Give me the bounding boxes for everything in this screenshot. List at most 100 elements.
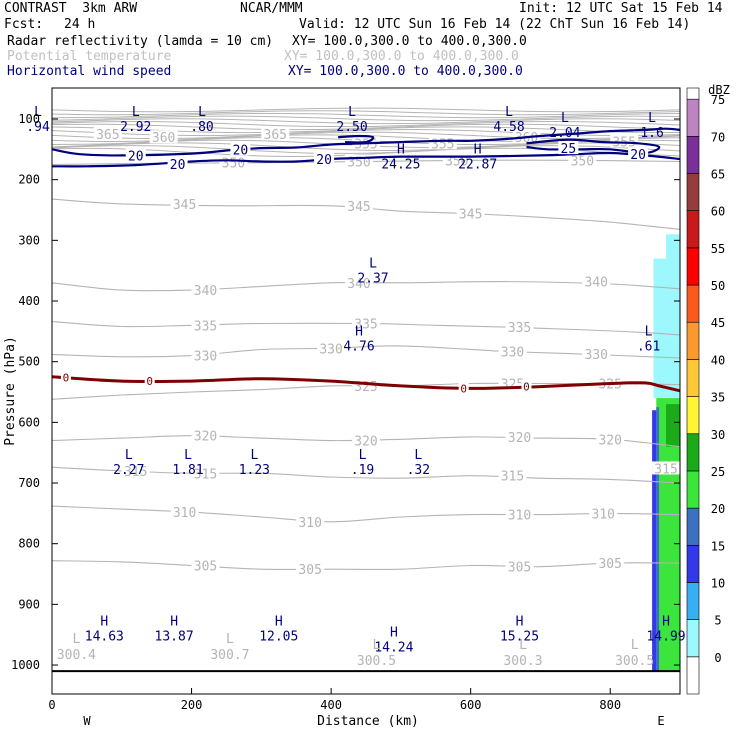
zero-label-bg: [60, 371, 71, 383]
wind-low-marker: L: [132, 105, 140, 120]
theta-label-320-bg: [352, 433, 380, 447]
org-label: NCAR/MMM: [240, 1, 303, 16]
wind-contour-label-bg: [125, 148, 146, 162]
colorbar-swatch: [686, 136, 700, 174]
field3-name: Horizontal wind speed: [7, 64, 172, 79]
theta-label-315: 315: [654, 462, 677, 477]
wind-extremum-value: .19: [351, 463, 374, 478]
theta-label-350-bg: [219, 155, 248, 169]
field2-xy: XY= 100.0,300.0 to 400.0,300.0: [284, 49, 519, 64]
x-tick-label: 800: [599, 698, 621, 712]
colorbar-level-label: 5: [714, 614, 721, 628]
theta-contour-345: [52, 198, 680, 230]
colorbar-swatch: [686, 619, 700, 658]
wind-extremum-value: .61: [637, 340, 660, 355]
fcst-label: Fcst:: [4, 17, 44, 32]
x-tick-label: 400: [320, 698, 342, 712]
west-label: W: [83, 714, 91, 728]
wind-high-marker: H: [100, 615, 108, 630]
theta-extremum-value: 300.4: [57, 648, 96, 663]
theta-label-345-bg: [456, 206, 485, 220]
wind-low-marker: L: [34, 105, 42, 120]
wind-extremum-value: 2.50: [336, 120, 367, 135]
theta-label-350: 350: [445, 154, 468, 169]
wind-low-marker: L: [198, 105, 206, 120]
colorbar-level-label: 30: [711, 428, 725, 442]
x-tick-label: 200: [181, 698, 203, 712]
wind-low-marker: L: [648, 111, 656, 126]
theta-extremum-value: 300.7: [210, 648, 249, 663]
theta-label-335-bg: [505, 320, 534, 334]
theta-upper-line: [52, 107, 680, 113]
y-tick-label: 300: [18, 233, 40, 247]
reflectivity-cell: [652, 410, 657, 672]
theta-upper-label: 365: [96, 128, 119, 143]
theta-label-330-bg: [498, 344, 527, 358]
theta-upper-label-bg: [610, 134, 639, 148]
wind-contour-label-bg: [558, 141, 579, 155]
wind-extremum-value: .94: [26, 120, 50, 135]
x-axis-title: Distance (km): [317, 714, 419, 729]
wind-high-marker: H: [275, 615, 283, 630]
wind-contour: [338, 134, 375, 144]
theta-upper-label: 355: [354, 137, 377, 152]
wind-low-marker: L: [184, 448, 192, 463]
colorbar-swatch: [686, 210, 700, 249]
theta-label-340: 340: [347, 277, 370, 292]
theta-low-marker: L: [226, 632, 234, 647]
valid-time: Valid: 12 UTC Sun 16 Feb 14 (22 ChT Sun …: [299, 17, 691, 32]
wind-contour-label-bg: [230, 142, 251, 156]
theta-label-335-bg: [191, 318, 220, 332]
colorbar-level-label: 20: [711, 502, 725, 516]
wind-high-marker: H: [170, 615, 178, 630]
zero-isotherm: 0 0 0 0: [52, 371, 680, 395]
theta-label-305: 305: [194, 560, 217, 575]
wind-extremum-value: 1.6: [640, 126, 663, 141]
y-tick-label: 600: [18, 415, 40, 429]
wind-high-marker: H: [355, 325, 363, 340]
y-tick-label: 900: [18, 597, 40, 611]
theta-label-315: 315: [501, 470, 524, 485]
theta-upper-line: [52, 110, 680, 116]
theta-label-330: 330: [501, 345, 524, 360]
reflectivity-shading: [652, 234, 680, 672]
wind-contour-label: 20: [170, 158, 186, 173]
wind-extremum-value: .80: [190, 120, 213, 135]
theta-low-marker: L: [373, 638, 381, 653]
theta-contour-310: [52, 505, 680, 523]
theta-contour-340: [52, 281, 680, 292]
zero-label-bg: [144, 375, 155, 387]
theta-label-350: 350: [222, 157, 245, 172]
wind-extremum-value: 14.24: [374, 641, 413, 656]
theta-label-325: 325: [598, 378, 621, 393]
theta-label-345: 345: [459, 208, 482, 223]
theta-upper-line: [52, 120, 680, 128]
theta-label-320-bg: [505, 429, 534, 443]
wind-contour-label: 25: [561, 142, 577, 157]
theta-low-marker: L: [631, 638, 639, 653]
extrema-labels: L.94L2.92L.80L2.50L4.58L2.04L1.6H24.25H2…: [26, 105, 685, 669]
wind-extremum-value: 13.87: [155, 630, 194, 645]
theta-label-340-bg: [191, 283, 220, 297]
zero-label-bg: [521, 380, 532, 392]
theta-label-305: 305: [598, 557, 621, 572]
init-time: Init: 12 UTC Sat 15 Feb 14: [519, 1, 723, 16]
theta-label-310: 310: [592, 507, 615, 522]
theta-upper-line: [52, 112, 680, 119]
wind-extremum-value: 14.63: [85, 630, 124, 645]
theta-upper-label-bg: [428, 136, 457, 150]
wind-low-marker: L: [505, 105, 513, 120]
zero-isotherm-label: 0: [460, 382, 467, 395]
colorbar-swatch: [686, 284, 700, 323]
colorbar-swatch: [686, 396, 700, 435]
theta-label-305: 305: [508, 561, 531, 576]
theta-label-320: 320: [354, 435, 377, 450]
wind-low-marker: L: [645, 325, 653, 340]
reflectivity-cell: [666, 404, 680, 447]
y-tick-label: 700: [18, 476, 40, 490]
wind-contour: [52, 151, 680, 168]
